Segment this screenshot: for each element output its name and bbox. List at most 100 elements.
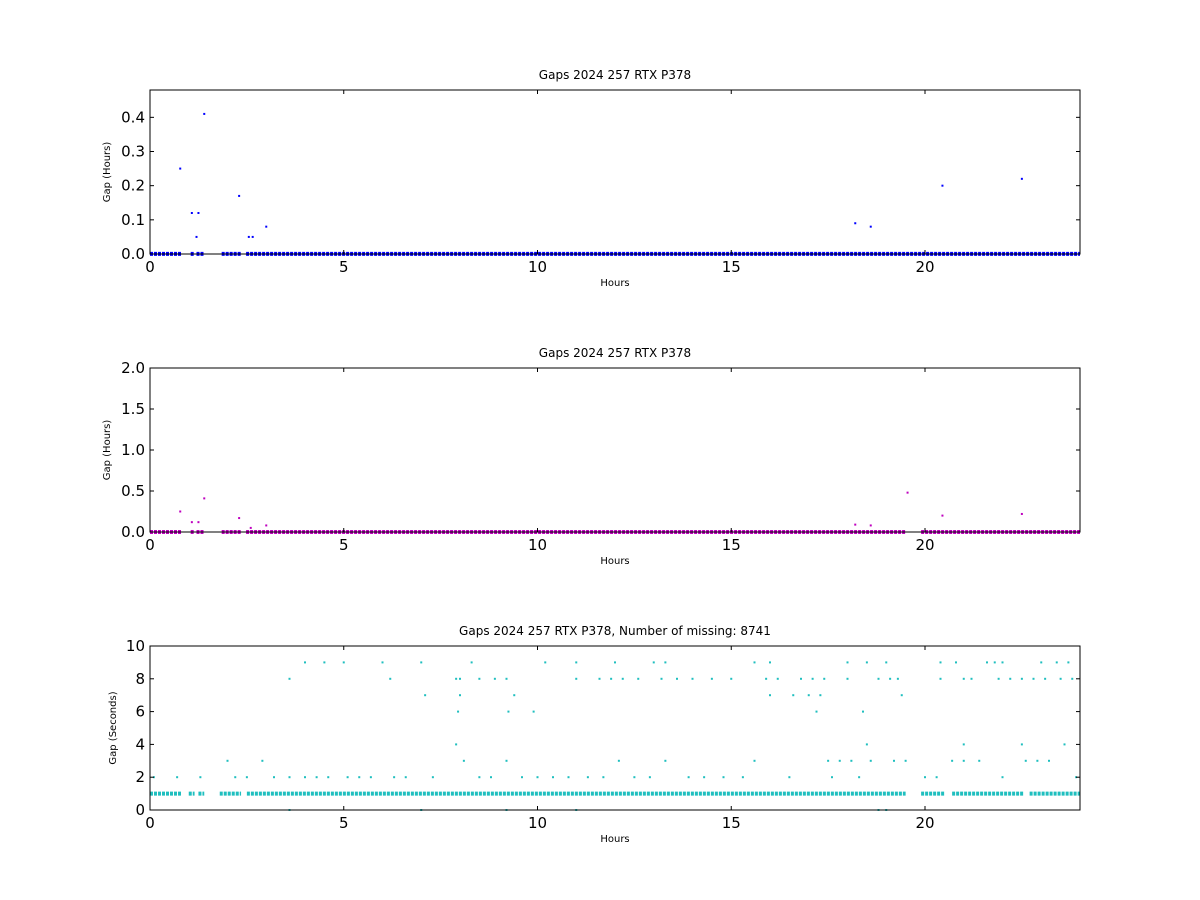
data-point — [513, 694, 516, 697]
data-point — [838, 759, 841, 762]
data-point — [1071, 677, 1074, 680]
x-axis-label: Hours — [600, 278, 629, 289]
y-tick-label: 0.5 — [121, 482, 145, 500]
data-point — [203, 112, 206, 115]
data-point — [190, 521, 193, 524]
x-tick-label: 20 — [915, 258, 934, 276]
data-point — [478, 677, 481, 680]
data-point — [664, 661, 667, 664]
data-point — [703, 776, 706, 779]
data-point — [676, 677, 678, 680]
data-point — [226, 759, 229, 762]
data-point — [536, 776, 539, 779]
y-tick-label: 0.0 — [121, 245, 145, 263]
data-point — [811, 677, 814, 680]
data-point — [815, 710, 818, 713]
y-tick-label: 1.0 — [121, 441, 145, 459]
chart-panel-gap-seconds-cyan: Gaps 2024 257 RTX P378, Number of missin… — [108, 624, 1081, 845]
data-point — [877, 677, 880, 680]
data-point — [831, 776, 833, 779]
data-point — [769, 661, 771, 664]
axis-ticks: 0 5 10 15 20 0 2 4 6 8 10 — [126, 637, 1080, 832]
data-point — [986, 661, 988, 664]
data-point — [424, 694, 427, 697]
x-tick-label: 0 — [145, 258, 155, 276]
data-point — [1059, 677, 1062, 680]
data-point — [1055, 661, 1058, 664]
data-point — [346, 776, 349, 779]
data-point — [1020, 743, 1023, 746]
data-point — [507, 710, 510, 713]
data-point — [176, 776, 179, 779]
data-point — [323, 661, 326, 664]
x-axis-label: Hours — [600, 556, 629, 567]
data-point — [179, 510, 182, 513]
data-point — [765, 677, 768, 680]
x-tick-label: 15 — [722, 258, 741, 276]
data-point — [614, 661, 616, 664]
y-tick-label: 10 — [126, 637, 145, 655]
data-point — [885, 661, 888, 664]
chart-panel-gap-hours-magenta: Gaps 2024 257 RTX P378 0 5 10 15 20 0.0 0.5 1.0… — [102, 346, 1081, 567]
data-point — [846, 661, 849, 664]
data-point — [261, 759, 264, 762]
x-tick-label: 10 — [528, 814, 547, 832]
data-point — [190, 212, 193, 214]
data-point — [462, 759, 465, 762]
data-point — [893, 759, 895, 762]
data-point — [327, 776, 330, 779]
data-point — [854, 222, 857, 225]
data-point — [1001, 661, 1004, 664]
data-point — [245, 776, 248, 779]
data-point — [637, 677, 640, 680]
data-point — [1048, 759, 1050, 762]
data-point — [935, 776, 938, 779]
data-point — [1040, 661, 1043, 664]
data-point — [238, 194, 241, 197]
data-point — [247, 235, 250, 238]
data-point — [288, 776, 291, 779]
data-point — [1063, 743, 1066, 746]
data-point — [610, 677, 613, 680]
data-point — [358, 776, 361, 779]
x-tick-label: 5 — [339, 814, 349, 832]
data-point — [470, 661, 473, 664]
data-point — [234, 776, 237, 779]
data-point — [941, 514, 944, 517]
data-point — [1020, 677, 1023, 680]
data-point — [722, 776, 725, 779]
data-point — [521, 776, 523, 779]
x-tick-label: 0 — [145, 814, 155, 832]
data-point — [633, 776, 636, 779]
data-point — [265, 524, 268, 527]
y-axis-label: Gap (Hours) — [102, 142, 113, 203]
data-point — [970, 677, 973, 680]
data-point — [617, 759, 620, 762]
data-point — [393, 776, 396, 779]
data-point — [586, 776, 589, 779]
axis-ticks: 0 5 10 15 20 0.0 0.1 0.2 0.3 0.4 — [121, 90, 1080, 276]
chart-title: Gaps 2024 257 RTX P378, Number of missin… — [459, 624, 771, 638]
data-point — [455, 743, 458, 746]
data-point — [457, 710, 460, 713]
data-point — [846, 677, 849, 680]
data-point — [924, 776, 926, 779]
data-point — [962, 743, 965, 746]
data-point — [962, 759, 965, 762]
axis-ticks: 0 5 10 15 20 0.0 0.5 1.0 1.5 2.0 — [121, 359, 1080, 554]
y-axis-label: Gap (Seconds) — [108, 691, 119, 764]
data-point — [652, 661, 655, 664]
data-point — [1036, 759, 1039, 762]
data-point — [1067, 661, 1070, 664]
y-tick-label: 0.2 — [121, 177, 145, 195]
y-tick-label: 8 — [135, 670, 145, 688]
data-point — [862, 710, 864, 713]
data-point — [730, 677, 733, 680]
data-point — [854, 523, 857, 526]
data-point — [315, 776, 318, 779]
data-point — [827, 759, 830, 762]
chart-title: Gaps 2024 257 RTX P378 — [539, 346, 691, 360]
data-point — [342, 661, 345, 664]
data-point — [544, 661, 547, 664]
y-tick-label: 6 — [135, 703, 145, 721]
